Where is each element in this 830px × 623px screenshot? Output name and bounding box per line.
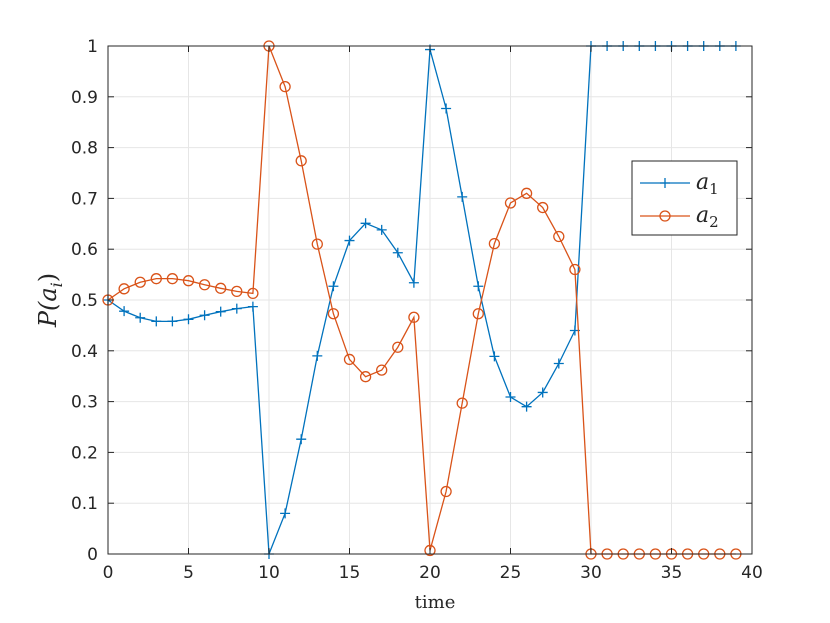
y-tick-label: 0.4: [71, 342, 98, 362]
data-point: [408, 311, 420, 323]
x-tick-label: 25: [500, 563, 522, 583]
y-tick-label: 0: [87, 545, 98, 565]
y-tick-label: 0.5: [71, 291, 98, 311]
x-axis-label: time: [415, 592, 456, 613]
data-point: [327, 308, 340, 320]
data-point: [215, 306, 226, 317]
data-point: [441, 103, 452, 114]
y-tick-label: 0.6: [71, 240, 98, 260]
data-point: [279, 80, 291, 93]
data-point: [118, 283, 130, 295]
data-point: [424, 544, 436, 557]
tick-labels: 0 5 10 15 20 25 30 35 40 0 0.1 0.2 0.3 0.4 0.5 0.6 0.7 0.…: [71, 37, 763, 583]
data-point: [440, 485, 452, 498]
data-point: [537, 387, 548, 398]
data-point: [505, 392, 516, 403]
data-point: [343, 353, 356, 366]
legend-label: a1: [696, 170, 719, 198]
data-point: [344, 235, 355, 246]
x-tick-label: 15: [339, 563, 361, 583]
data-point: [473, 281, 484, 292]
data-point: [182, 275, 195, 287]
data-point: [119, 306, 130, 317]
legend-item-a1: a1: [640, 170, 719, 198]
data-point: [215, 282, 227, 294]
data-point: [553, 358, 564, 369]
y-tick-label: 0.3: [71, 393, 98, 413]
data-point: [472, 308, 484, 320]
data-point: [231, 285, 243, 298]
data-point: [183, 314, 194, 325]
y-tick-label: 0.1: [71, 494, 98, 514]
legend-box: [631, 160, 738, 236]
legend-item-a2: a2: [640, 203, 719, 231]
data-point: [231, 303, 242, 314]
data-point: [247, 287, 259, 300]
data-point: [247, 301, 258, 312]
data-point: [167, 316, 178, 327]
data-point: [504, 197, 517, 209]
x-tick-label: 0: [103, 563, 114, 583]
data-point: [553, 230, 565, 243]
tick-marks: [107, 45, 753, 555]
x-tick-label: 5: [183, 563, 194, 583]
data-point: [296, 434, 307, 445]
data-point: [376, 224, 387, 235]
x-tick-label: 30: [580, 563, 602, 583]
data-point: [537, 201, 549, 214]
data-point: [457, 191, 468, 202]
legend-marker: [660, 178, 670, 188]
y-tick-label: 0.7: [71, 189, 98, 209]
data-point: [520, 187, 533, 199]
x-tick-label: 35: [661, 563, 683, 583]
y-tick-label: 0.8: [71, 139, 98, 159]
data-point: [376, 364, 388, 376]
data-point: [198, 279, 211, 291]
data-point: [360, 218, 371, 229]
y-tick-label: 0.9: [71, 88, 98, 108]
data-point: [408, 277, 419, 288]
data-point: [359, 371, 372, 383]
x-tick-label: 20: [419, 563, 441, 583]
data-point: [150, 273, 162, 285]
x-tick-label: 40: [741, 563, 763, 583]
y-tick-label: 1: [87, 37, 98, 57]
data-point: [456, 397, 468, 409]
data-point: [521, 401, 532, 412]
data-point: [328, 281, 339, 292]
data-point: [489, 351, 500, 362]
data-point: [392, 247, 403, 258]
data-point: [166, 273, 179, 285]
legend-marker: [659, 210, 671, 222]
legend-label: a2: [696, 203, 719, 231]
data-point: [135, 312, 146, 323]
data-point: [488, 237, 501, 250]
data-point: [392, 341, 404, 353]
y-tick-label: 0.2: [71, 443, 98, 463]
data-point: [199, 310, 210, 321]
x-tick-label: 10: [258, 563, 280, 583]
data-point: [151, 316, 162, 327]
data-point: [295, 155, 307, 167]
data-point: [311, 238, 323, 250]
data-point: [134, 276, 146, 288]
data-point: [569, 263, 581, 276]
y-axis-label: P(ai): [34, 273, 66, 328]
data-point: [312, 350, 323, 361]
data-point: [280, 508, 291, 519]
